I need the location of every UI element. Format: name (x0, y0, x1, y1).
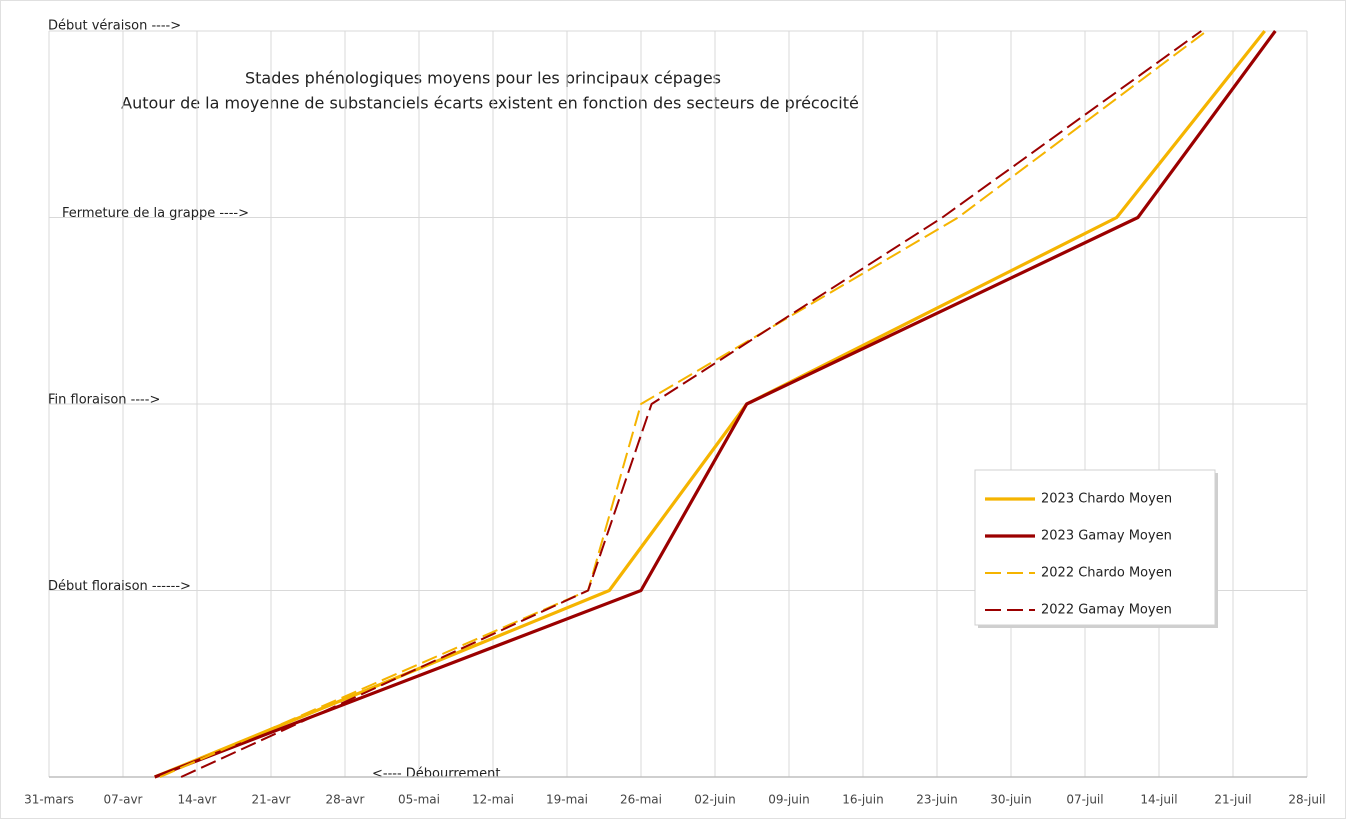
legend-label: 2022 Gamay Moyen (1041, 603, 1172, 618)
x-tick-label: 30-juin (990, 793, 1031, 807)
y-tick-label: Fin floraison ----> (48, 393, 160, 408)
y-tick-label: Fermeture de la grappe ----> (62, 206, 249, 221)
x-tick-label: 14-juil (1140, 793, 1177, 807)
x-tick-label: 16-juin (842, 793, 883, 807)
legend-box (974, 469, 1216, 626)
series-line (180, 30, 1202, 778)
x-tick-label: 21-avr (252, 793, 291, 807)
y-tick-label: Début floraison ------> (48, 579, 191, 594)
x-tick-label: 09-juin (768, 793, 809, 807)
x-tick-label: 07-avr (104, 793, 143, 807)
series-line (159, 30, 1208, 778)
x-tick-label: 19-mai (546, 793, 588, 807)
chart-title: Stades phénologiques moyens pour les pri… (245, 69, 721, 88)
y-tick-label: Début véraison ----> (48, 19, 181, 34)
x-tick-label: 21-juil (1214, 793, 1251, 807)
y-tick-label: <---- Débourrement (372, 767, 500, 782)
x-tick-label: 12-mai (472, 793, 514, 807)
x-tick-label: 14-avr (178, 793, 217, 807)
x-tick-label: 31-mars (24, 793, 74, 807)
x-tick-label: 28-avr (326, 793, 365, 807)
chart-subtitle: Autour de la moyenne de substanciels éca… (121, 94, 859, 113)
legend-label: 2023 Chardo Moyen (1041, 492, 1172, 507)
x-tick-label: 07-juil (1066, 793, 1103, 807)
x-tick-label: 26-mai (620, 793, 662, 807)
x-tick-label: 02-juin (694, 793, 735, 807)
x-tick-label: 23-juin (916, 793, 957, 807)
legend-label: 2022 Chardo Moyen (1041, 566, 1172, 581)
series-line (154, 30, 1277, 779)
x-tick-label: 28-juil (1288, 793, 1325, 807)
legend-label: 2023 Gamay Moyen (1041, 529, 1172, 544)
x-tick-label: 05-mai (398, 793, 440, 807)
